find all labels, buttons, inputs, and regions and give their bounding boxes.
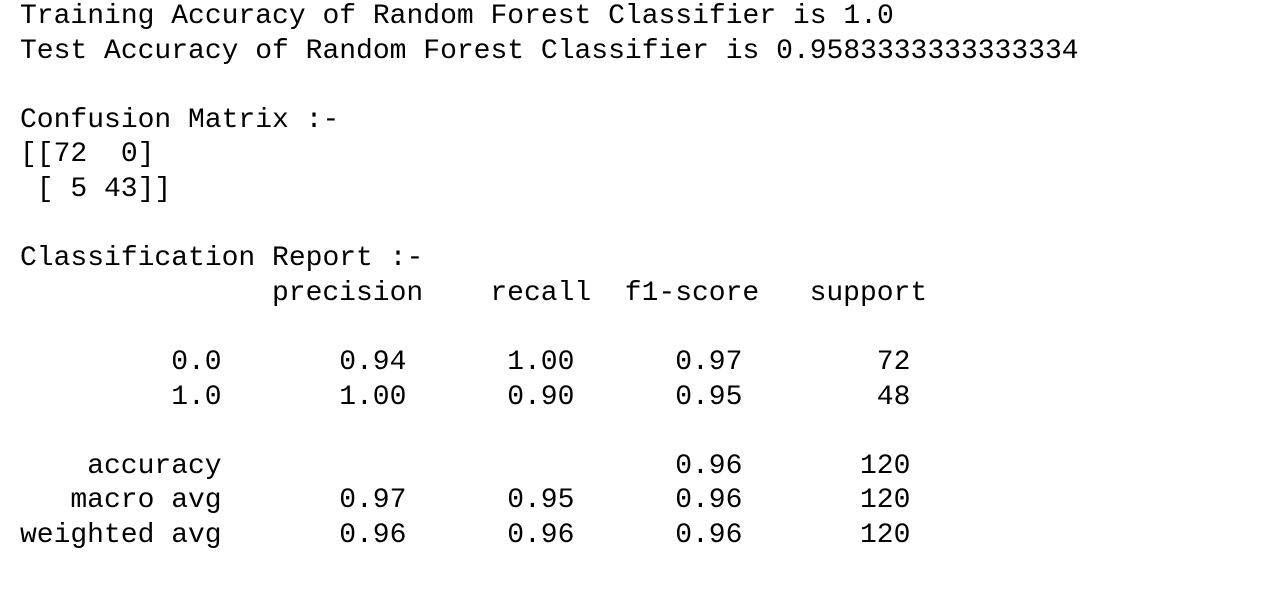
report-cell: 0.96 bbox=[339, 520, 407, 551]
report-cell: 0.95 bbox=[675, 381, 743, 413]
report-header: f1-score bbox=[624, 277, 760, 309]
row-label: accuracy bbox=[87, 450, 222, 482]
confusion-title: Confusion Matrix :- bbox=[20, 104, 340, 136]
matrix-line: [[72 0] bbox=[20, 139, 155, 171]
report-cell: 1.00 bbox=[339, 381, 407, 413]
report-cell: 0.96 bbox=[675, 450, 743, 482]
report-cell: 0.95 bbox=[507, 485, 575, 517]
row-label: macro avg bbox=[70, 485, 222, 517]
report-cell: 0.90 bbox=[507, 381, 575, 413]
training-accuracy: Training Accuracy of Random Forest Class… bbox=[20, 1, 894, 32]
report-cell: 0.96 bbox=[507, 520, 575, 551]
row-label: 1.0 bbox=[171, 381, 222, 413]
report-cell: 0.97 bbox=[675, 347, 743, 378]
report-cell: 72 bbox=[876, 347, 911, 378]
row-label: weighted avg bbox=[19, 520, 222, 551]
matrix-line: [ 5 43]] bbox=[36, 174, 172, 205]
report-cell: 48 bbox=[876, 381, 911, 413]
report-cell: 0.96 bbox=[675, 485, 743, 517]
report-cell: 120 bbox=[859, 450, 911, 482]
report-cell: 0.96 bbox=[675, 520, 743, 551]
test-accuracy: Test Accuracy of Random Forest Classifie… bbox=[20, 35, 1079, 67]
report-cell: 0.97 bbox=[339, 485, 407, 517]
row-label: 0.0 bbox=[171, 347, 222, 378]
report-header: support bbox=[809, 277, 928, 309]
report-cell: 120 bbox=[859, 520, 911, 551]
report-title: Classification Report :- bbox=[20, 243, 424, 275]
report-header: precision bbox=[271, 277, 424, 309]
report-cell: 1.00 bbox=[507, 347, 575, 378]
report-header: recall bbox=[490, 277, 592, 309]
report-cell: 0.94 bbox=[339, 347, 407, 378]
report-cell: 120 bbox=[859, 485, 911, 517]
